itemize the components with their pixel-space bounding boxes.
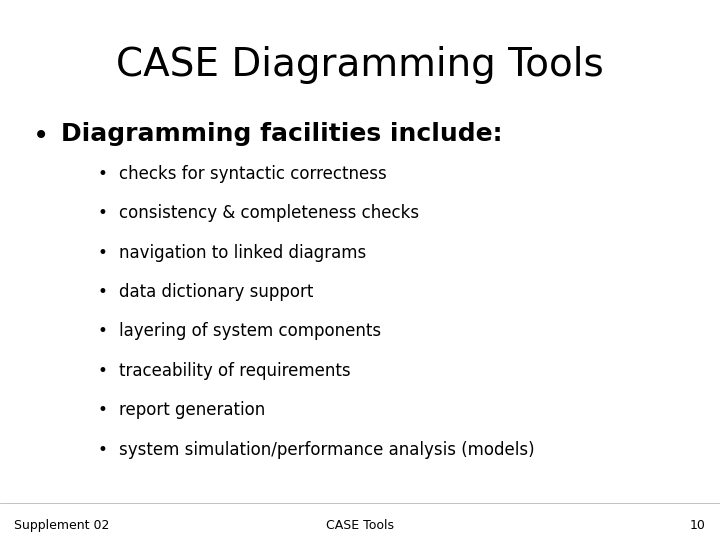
Text: system simulation/performance analysis (models): system simulation/performance analysis (… <box>119 441 534 458</box>
Text: •: • <box>97 244 107 261</box>
Text: •: • <box>97 322 107 340</box>
Text: •: • <box>97 362 107 380</box>
Text: •: • <box>97 204 107 222</box>
Text: •: • <box>97 401 107 419</box>
Text: data dictionary support: data dictionary support <box>119 283 313 301</box>
Text: consistency & completeness checks: consistency & completeness checks <box>119 204 419 222</box>
Text: Supplement 02: Supplement 02 <box>14 519 109 532</box>
Text: navigation to linked diagrams: navigation to linked diagrams <box>119 244 366 261</box>
Text: •: • <box>97 441 107 458</box>
Text: checks for syntactic correctness: checks for syntactic correctness <box>119 165 387 183</box>
Text: layering of system components: layering of system components <box>119 322 381 340</box>
Text: •: • <box>32 122 49 150</box>
Text: CASE Tools: CASE Tools <box>326 519 394 532</box>
Text: CASE Diagramming Tools: CASE Diagramming Tools <box>116 46 604 84</box>
Text: report generation: report generation <box>119 401 265 419</box>
Text: •: • <box>97 283 107 301</box>
Text: traceability of requirements: traceability of requirements <box>119 362 351 380</box>
Text: •: • <box>97 165 107 183</box>
Text: Diagramming facilities include:: Diagramming facilities include: <box>61 122 503 145</box>
Text: 10: 10 <box>690 519 706 532</box>
